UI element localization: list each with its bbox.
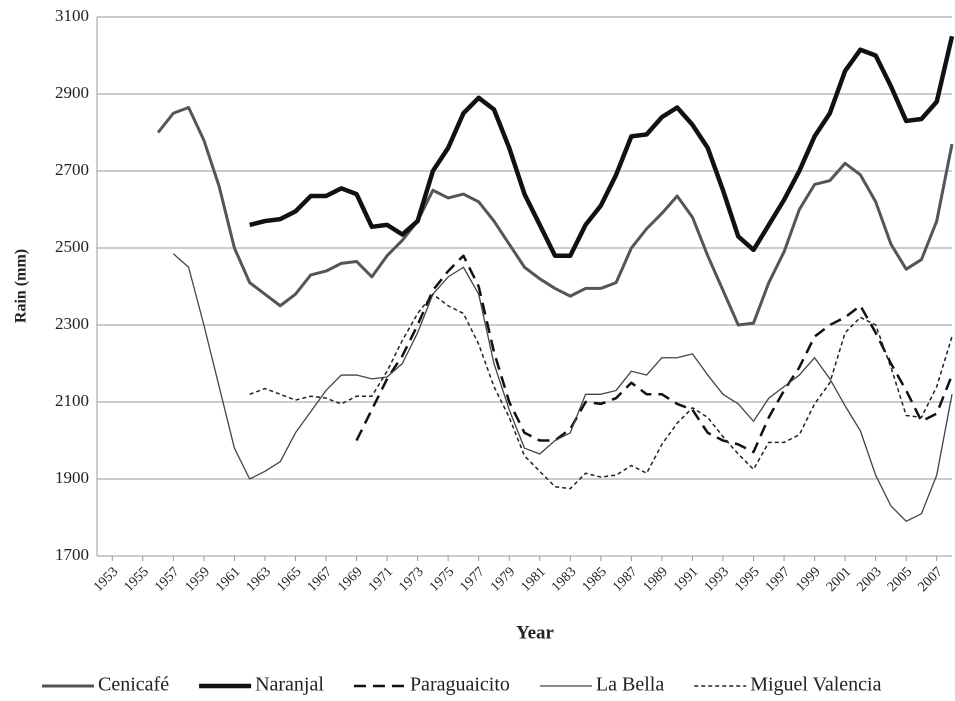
legend-label: Cenicafé: [98, 674, 169, 696]
x-tick-label: 1953: [91, 564, 121, 594]
x-tick-label: 1957: [152, 564, 182, 594]
x-tick-label: 1989: [641, 564, 671, 594]
series-line: [172, 253, 953, 522]
legend-label: Miguel Valencia: [750, 674, 881, 696]
x-tick-label: 1969: [335, 564, 365, 594]
x-tick-label: 1977: [457, 564, 487, 594]
x-tick-label: 1955: [122, 564, 152, 594]
x-tick-label: 2003: [854, 564, 884, 594]
series-line: [355, 254, 954, 454]
x-tick-label: 1983: [549, 564, 579, 594]
x-tick-label: 1965: [274, 564, 304, 594]
y-tick-label: 2100: [55, 391, 89, 410]
y-tick-label: 1700: [55, 545, 89, 564]
x-tick-label: 1985: [580, 564, 610, 594]
x-tick-label: 1999: [793, 564, 823, 594]
x-tick-label: 1971: [366, 564, 396, 594]
x-axis-label: Year: [516, 622, 555, 643]
x-tick-label: 1963: [244, 564, 274, 594]
x-tick-label: 1981: [518, 564, 548, 594]
x-tick-label: 1987: [610, 564, 640, 594]
y-tick-label: 2300: [55, 314, 89, 333]
y-axis-label: Rain (mm): [13, 249, 30, 323]
series-line: [156, 105, 954, 327]
x-tick-label: 1961: [213, 564, 243, 594]
x-tick-label: 2001: [824, 564, 854, 594]
x-tick-label: 1991: [671, 564, 701, 594]
series-line: [249, 35, 955, 258]
y-tick-label: 3100: [55, 6, 89, 25]
series-line: [249, 293, 953, 490]
x-tick-label: 1975: [427, 564, 457, 594]
x-tick-label: 1979: [488, 564, 518, 594]
x-tick-label: 1997: [763, 564, 793, 594]
x-tick-label: 2007: [915, 564, 945, 594]
x-tick-label: 1973: [396, 564, 426, 594]
y-tick-label: 2900: [55, 83, 89, 102]
y-tick-label: 1900: [55, 468, 89, 487]
x-tick-label: 1995: [732, 564, 762, 594]
x-tick-label: 1959: [183, 564, 213, 594]
x-tick-label: 1993: [702, 564, 732, 594]
legend-label: Naranjal: [255, 674, 324, 696]
y-tick-label: 2500: [55, 237, 89, 256]
legend-label: La Bella: [596, 674, 664, 696]
y-tick-label: 2700: [55, 160, 89, 179]
legend-label: Paraguaicito: [410, 674, 510, 696]
x-tick-label: 2005: [885, 564, 915, 594]
x-tick-label: 1967: [305, 564, 335, 594]
